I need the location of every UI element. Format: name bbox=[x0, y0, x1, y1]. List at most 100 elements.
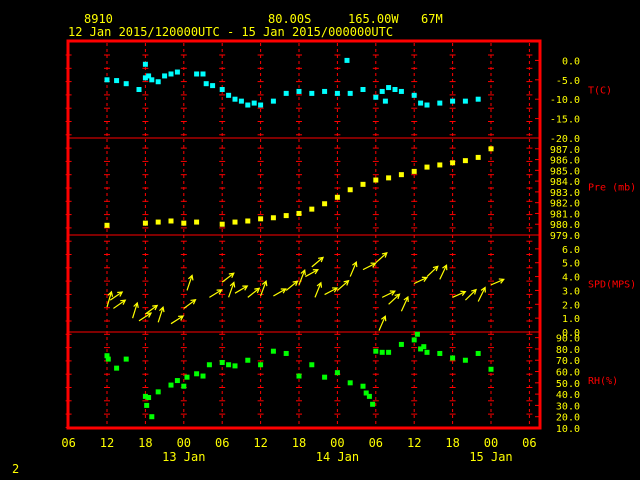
wind-arrow-head bbox=[352, 260, 358, 268]
temperature-point bbox=[200, 71, 206, 77]
wind-arrow-shaft bbox=[477, 287, 486, 302]
y-tick-label: 90.0 bbox=[556, 334, 580, 345]
wind-arrow-head bbox=[381, 251, 388, 258]
wind-arrow bbox=[314, 281, 323, 298]
wind-arrow-shaft bbox=[349, 261, 357, 277]
y-tick-label: -10.0 bbox=[550, 95, 580, 106]
pressure-point bbox=[181, 220, 187, 226]
wind-arrow bbox=[132, 301, 139, 319]
pressure-point bbox=[258, 216, 264, 222]
wind-arrow-shaft bbox=[260, 280, 267, 297]
wind-arrow-head bbox=[318, 256, 325, 263]
wind-arrow bbox=[400, 295, 409, 312]
wind-arrow-head bbox=[471, 288, 477, 295]
wind-arrow bbox=[477, 286, 486, 302]
wind-arrow-shaft bbox=[490, 278, 504, 286]
rh-point bbox=[155, 389, 161, 395]
wind-arrow bbox=[186, 274, 194, 291]
station-elev: 67M bbox=[421, 12, 443, 26]
rh-point bbox=[184, 374, 190, 380]
temperature-point bbox=[258, 102, 264, 108]
temperature-point bbox=[226, 92, 232, 98]
wind-arrow bbox=[413, 276, 429, 285]
wind-arrow-shaft bbox=[113, 299, 126, 309]
rh-point bbox=[142, 393, 148, 399]
pressure-point bbox=[334, 194, 340, 200]
temperature-point bbox=[411, 92, 417, 98]
pressure-point bbox=[411, 168, 417, 174]
wind-arrow bbox=[324, 287, 339, 296]
rh-point bbox=[123, 356, 129, 362]
pressure-point bbox=[168, 218, 174, 224]
rh-point bbox=[245, 357, 251, 363]
temperature-point bbox=[334, 90, 340, 96]
y-tick-label: 70.0 bbox=[556, 356, 580, 367]
pressure-point bbox=[155, 219, 161, 225]
rh-point bbox=[363, 390, 369, 396]
rh-point bbox=[206, 362, 212, 368]
wind-arrow-shaft bbox=[209, 289, 222, 298]
temperature-point bbox=[437, 100, 443, 106]
rh-point bbox=[437, 350, 443, 356]
temperature-point bbox=[136, 87, 142, 92]
x-day-label: 13 Jan bbox=[162, 450, 205, 464]
wind-arrow-head bbox=[316, 281, 323, 288]
wind-arrow bbox=[221, 272, 235, 283]
y-tick-label: 985.0 bbox=[550, 166, 580, 177]
rh-point bbox=[149, 414, 155, 420]
wind-arrow-shaft bbox=[381, 290, 396, 298]
wind-arrow bbox=[426, 265, 439, 278]
wind-arrow-head bbox=[394, 293, 401, 300]
temperature-point bbox=[450, 98, 456, 104]
wind-arrow bbox=[145, 304, 159, 315]
wind-arrow-shaft bbox=[183, 299, 196, 309]
wind-arrow-shaft bbox=[285, 280, 298, 291]
panel-label-pressure: Pre (mb) bbox=[588, 183, 636, 194]
wind-arrow-shaft bbox=[362, 262, 376, 271]
wind-arrow bbox=[209, 289, 223, 298]
temperature-point bbox=[462, 98, 468, 104]
temperature-point bbox=[322, 88, 328, 94]
wind-arrow-shaft bbox=[132, 302, 138, 319]
y-tick-label: 5.0 bbox=[562, 259, 580, 270]
rh-point bbox=[421, 344, 427, 350]
wind-arrow-shaft bbox=[298, 269, 306, 286]
y-tick-label: 982.0 bbox=[550, 199, 580, 210]
rh-point bbox=[334, 370, 340, 376]
wind-arrow bbox=[247, 287, 261, 298]
wind-arrow-shaft bbox=[145, 305, 158, 315]
wind-arrow bbox=[298, 269, 306, 286]
rh-point bbox=[283, 350, 289, 356]
y-tick-label: 80.0 bbox=[556, 345, 580, 356]
wind-arrow-shaft bbox=[375, 252, 388, 264]
temperature-point bbox=[142, 75, 148, 81]
y-tick-label: -20.0 bbox=[550, 134, 580, 145]
temperature-point bbox=[142, 61, 148, 67]
rh-point bbox=[296, 373, 302, 379]
rh-point bbox=[309, 362, 315, 368]
date-range: 12 Jan 2015/120000UTC - 15 Jan 2015/0000… bbox=[68, 25, 394, 39]
x-tick-label: 06 bbox=[61, 436, 75, 450]
x-tick-label: 06 bbox=[522, 436, 536, 450]
wind-arrow bbox=[311, 256, 325, 268]
temperature-point bbox=[146, 73, 152, 79]
wind-arrow bbox=[362, 262, 377, 271]
temperature-point bbox=[203, 81, 209, 87]
temperature-point bbox=[379, 88, 385, 94]
y-tick-label: 981.0 bbox=[550, 209, 580, 220]
wind-arrow-head bbox=[146, 312, 153, 318]
temperature-point bbox=[360, 87, 366, 92]
temperature-point bbox=[210, 83, 216, 89]
wind-arrow-head bbox=[380, 315, 387, 322]
temperature-point bbox=[194, 71, 200, 77]
y-tick-label: 987.0 bbox=[550, 145, 580, 156]
y-tick-label: 980.0 bbox=[550, 220, 580, 231]
panel-label-rh: RH(%) bbox=[588, 376, 618, 387]
rh-point bbox=[181, 383, 187, 389]
y-tick-label: 60.0 bbox=[556, 368, 580, 379]
y-tick-label: -15.0 bbox=[550, 115, 580, 126]
wind-arrow-head bbox=[242, 285, 249, 291]
rh-point bbox=[475, 350, 481, 356]
rh-point bbox=[200, 373, 206, 379]
temperature-point bbox=[251, 100, 257, 106]
